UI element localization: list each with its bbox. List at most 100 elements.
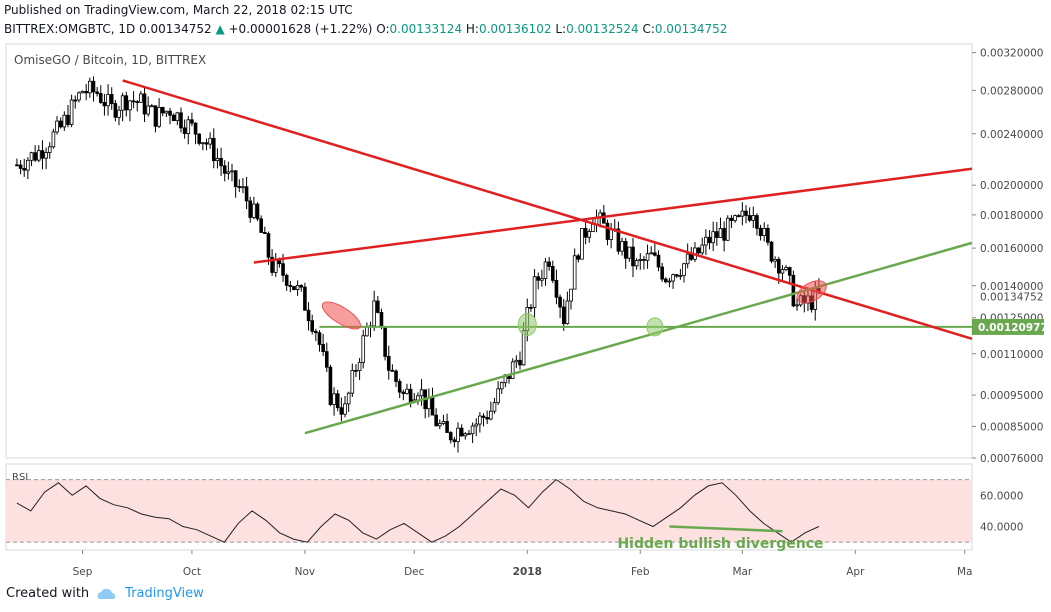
y-tick-label: 0.00160000 [980, 243, 1043, 255]
candle-body [150, 105, 154, 108]
candle-body [725, 217, 730, 241]
descending-resistance-line[interactable] [122, 79, 973, 340]
candle-body [299, 285, 304, 288]
candle-body [791, 274, 796, 307]
candle-body [310, 320, 315, 332]
candle-body [106, 94, 110, 107]
candle-body [379, 312, 384, 327]
candle-body [795, 304, 799, 307]
candle-body [416, 395, 420, 401]
candle-body [682, 263, 686, 276]
candle-body [314, 330, 318, 334]
candle-body [230, 170, 234, 173]
candle-body [736, 215, 741, 217]
rising-support-line[interactable] [304, 241, 973, 435]
candle-body [98, 93, 103, 103]
rsi-tick-label: 40.0000 [980, 522, 1023, 534]
candle-body [554, 280, 559, 298]
candle-body [547, 261, 551, 267]
candle-body [456, 427, 460, 443]
x-tick-label: Ma [957, 566, 973, 578]
candle-body [241, 186, 245, 189]
candle-body [550, 266, 555, 281]
low-value: 0.00132524 [566, 22, 639, 36]
rising-resistance-line[interactable] [253, 167, 973, 264]
candle-body [321, 344, 325, 353]
candle-body [733, 215, 737, 221]
symbol-label: BITTREX:OMGBTC, 1D [4, 22, 136, 36]
candle-body [722, 228, 726, 241]
candle-body [649, 252, 654, 255]
candle-body [671, 274, 675, 282]
candle-body [496, 388, 500, 404]
hline-price-tag [972, 318, 1044, 335]
y-tick-label: 0.00320000 [980, 48, 1043, 60]
candle-body [153, 105, 158, 127]
candle-body [576, 255, 581, 260]
candle-body [532, 276, 537, 308]
tradingview-link[interactable]: TradingView [125, 586, 204, 601]
candle-body [766, 227, 770, 243]
candle-body [37, 150, 41, 161]
candle-body [66, 114, 70, 125]
rsi-label: RSI [12, 472, 28, 483]
candle-body [135, 101, 140, 103]
candle-body [62, 114, 67, 128]
ohlc-line: BITTREX:OMGBTC, 1D 0.00134752 ▲ +0.00001… [4, 22, 727, 36]
candle-body [190, 119, 194, 124]
candle-body [193, 122, 198, 135]
published-line: Published on TradingView.com, March 22, … [4, 3, 353, 17]
candle-body [117, 109, 121, 118]
close-label: C: [642, 22, 655, 36]
candle-body [186, 119, 191, 134]
candle-body [434, 414, 438, 427]
candle-body [510, 361, 515, 379]
candle-body [747, 215, 752, 221]
x-tick-label: Dec [404, 566, 425, 578]
candle-body [113, 103, 118, 118]
footer: Created with TradingView [6, 586, 204, 601]
candle-body [131, 100, 136, 103]
candle-body [780, 269, 785, 274]
y-tick-label: 0.00240000 [980, 129, 1043, 141]
candle-body [678, 275, 683, 277]
candle-body [222, 165, 227, 174]
candle-body [354, 369, 358, 372]
candle-body [481, 415, 486, 418]
candle-body [711, 231, 715, 244]
candle-body [160, 107, 165, 114]
candle-body [408, 388, 413, 403]
candle-body [521, 330, 526, 366]
candle-body [335, 393, 340, 409]
candle-body [656, 254, 661, 268]
candle-body [197, 133, 202, 144]
candle-body [182, 127, 187, 134]
candle-body [667, 280, 672, 283]
candle-body [295, 285, 300, 291]
candle-body [252, 203, 256, 218]
y-tick-label: 0.00095000 [980, 390, 1043, 402]
candle-body [51, 131, 56, 148]
candle-body [561, 306, 566, 325]
candle-body [445, 421, 449, 433]
candle-body [292, 286, 296, 291]
candle-body [773, 258, 777, 262]
candle-body [281, 263, 285, 276]
candle-body [219, 157, 223, 167]
candle-body [273, 259, 278, 273]
price-chart[interactable]: 0.00320000 0.00280000 0.00240000 0.00200000… [0, 40, 1051, 580]
candle-body [609, 229, 613, 240]
candle-body [383, 326, 387, 357]
open-value: 0.00133124 [389, 22, 463, 36]
candle-body [419, 389, 424, 397]
candle-body [372, 300, 376, 327]
candle-body [755, 215, 759, 229]
y-tick-label: 0.00076000 [980, 453, 1043, 465]
candles-group [15, 76, 821, 453]
candle-body [109, 94, 114, 104]
candle-body [84, 91, 88, 94]
candle-body [328, 366, 333, 405]
candle-body [171, 114, 176, 122]
candle-body [715, 231, 719, 238]
candle-body [489, 410, 493, 420]
